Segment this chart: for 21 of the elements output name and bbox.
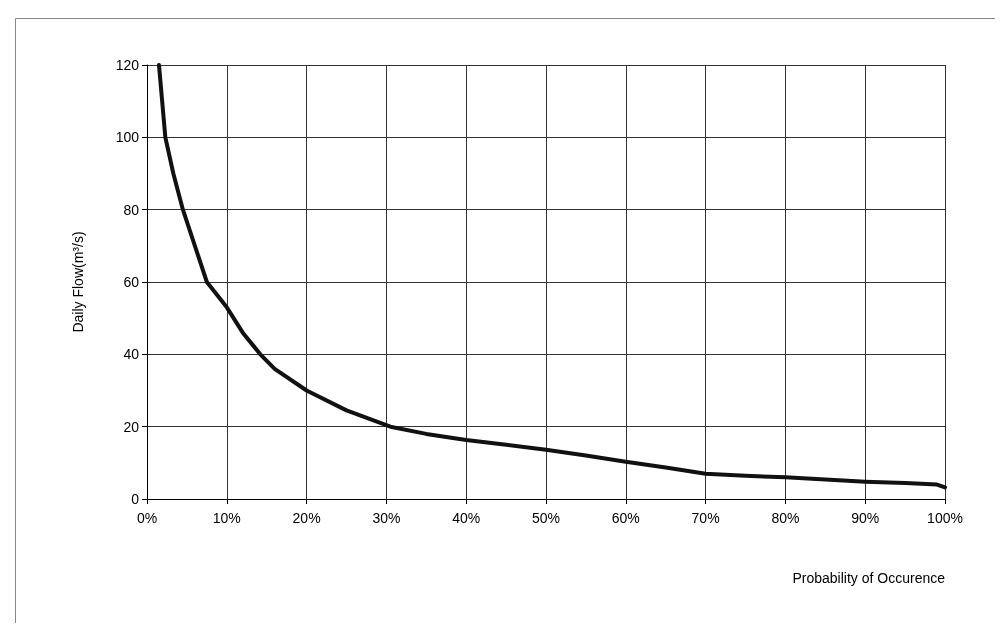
x-tick-label: 90%	[851, 510, 880, 526]
x-tick-label: 60%	[611, 510, 640, 526]
y-tick-label: 100	[115, 129, 140, 146]
y-axis-title: Daily Flow(m³/s)	[70, 231, 86, 333]
x-tick-label: 0%	[136, 510, 158, 526]
y-tick-label: 60	[123, 274, 140, 290]
x-tick-label: 50%	[531, 510, 561, 526]
y-tick-label: 80	[123, 201, 140, 218]
x-tick-label: 10%	[212, 510, 241, 526]
y-tick-label: 0	[131, 491, 140, 507]
y-tick-label: 40	[123, 346, 140, 363]
x-tick-label: 70%	[691, 510, 720, 526]
x-tick-label: 100%	[927, 510, 963, 526]
line-series	[156, 63, 947, 490]
y-tick-label: 20	[123, 418, 140, 435]
x-tick-label: 80%	[771, 510, 800, 526]
x-tick-label: 40%	[452, 510, 481, 526]
x-axis-title: Probability of Occurence	[792, 570, 946, 586]
x-tick-label: 30%	[372, 510, 401, 526]
x-tick-label: 20%	[292, 510, 321, 526]
y-tick-label: 120	[115, 57, 140, 73]
